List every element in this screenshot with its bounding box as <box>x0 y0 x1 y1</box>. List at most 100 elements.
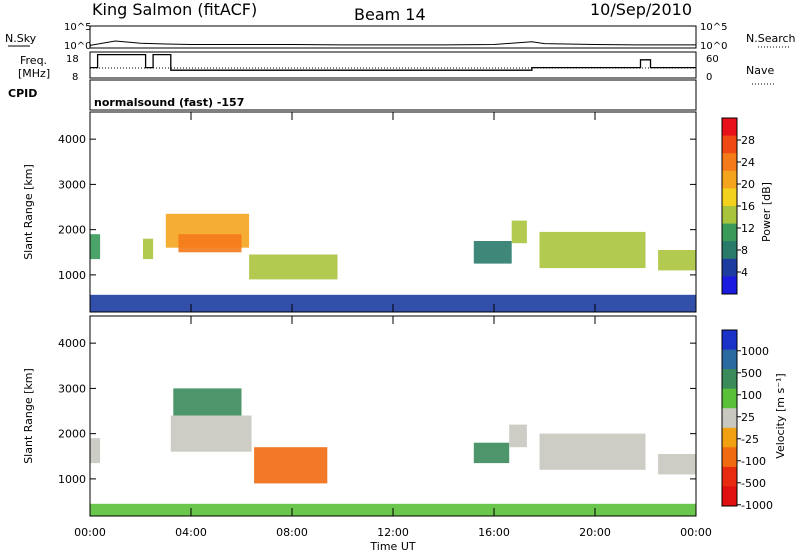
heatmap-cell <box>539 433 646 470</box>
heatmap-cell <box>658 250 696 271</box>
colorbar-swatch <box>722 223 737 242</box>
time-axis-ticks: 00:00 04:00 08:00 12:00 16:00 20:00 00:00 <box>74 112 712 539</box>
cpid-label: CPID <box>8 87 37 100</box>
power-ylabel: Slant Range [km] <box>22 164 35 260</box>
x-tick-label: 08:00 <box>276 526 308 539</box>
power-panel-frame <box>89 111 697 313</box>
colorbar-swatch <box>722 135 737 154</box>
freq-panel-frame <box>89 51 697 79</box>
heatmap-cell <box>509 424 527 448</box>
freq-tick-low: 8 <box>72 72 78 83</box>
colorbar-tick-label: -100 <box>741 455 766 468</box>
colorbar-swatch <box>722 408 737 429</box>
frequency-series-line <box>90 53 696 71</box>
nave-label: Nave <box>746 64 774 77</box>
heatmap-cell <box>178 234 242 253</box>
noise-tick-high-left: 10^5 <box>64 22 91 33</box>
y-tick-label: 4000 <box>58 133 86 146</box>
colorbar-swatch <box>722 369 737 390</box>
velocity-colorbar-label: Velocity [m s⁻¹] <box>774 373 787 458</box>
colorbar-tick-label: 25 <box>741 411 755 424</box>
heatmap-cell <box>170 415 252 452</box>
y-tick-label: 1000 <box>58 473 86 486</box>
freq-tick-high: 18 <box>66 54 79 65</box>
noise-series-line <box>89 40 696 46</box>
heatmap-cell <box>90 438 101 464</box>
heatmap-cell <box>143 238 154 260</box>
nave-tick-high: 60 <box>706 54 719 65</box>
x-tick-label: 12:00 <box>377 526 409 539</box>
cpid-panel-frame <box>89 79 697 111</box>
colorbar-tick-label: 4 <box>741 266 748 279</box>
x-tick-label: 00:00 <box>74 526 106 539</box>
colorbar-swatch <box>722 447 737 468</box>
colorbar-tick-label: 12 <box>741 222 755 235</box>
power-colorbar-label: Power [dB] <box>760 182 773 242</box>
freq-label-line1: Freq. <box>20 54 47 67</box>
heatmap-cell <box>539 231 646 269</box>
heatmap-cell <box>511 220 527 244</box>
colorbar-tick-label: -500 <box>741 477 766 490</box>
colorbar-swatch <box>722 466 737 487</box>
colorbar-swatch <box>722 170 737 189</box>
heatmap-cell <box>254 447 328 484</box>
velocity-heatmap <box>90 388 696 516</box>
heatmap-cell <box>473 442 510 464</box>
y-tick-label: 4000 <box>58 337 86 350</box>
heatmap-cell <box>249 254 338 280</box>
cpid-value: normalsound (fast) -157 <box>94 96 244 109</box>
x-tick-label: 00:00 <box>680 526 712 539</box>
nsearch-label: N.Search <box>746 32 796 45</box>
velocity-colorbar: 1000 500 100 25 -25 -100 -500 -1000 <box>721 329 773 512</box>
colorbar-swatch <box>722 188 737 207</box>
heatmap-cell <box>658 454 696 475</box>
colorbar-tick-label: 20 <box>741 178 755 191</box>
y-tick-label: 1000 <box>58 269 86 282</box>
colorbar-tick-label: 100 <box>741 389 762 402</box>
colorbar-swatch <box>722 486 737 507</box>
colorbar-swatch <box>722 118 737 137</box>
colorbar-swatch <box>722 388 737 409</box>
colorbar-tick-label: 500 <box>741 367 762 380</box>
y-tick-label: 2000 <box>58 428 86 441</box>
heatmap-cell <box>90 294 696 312</box>
nsky-label: N.Sky <box>5 32 37 45</box>
colorbar-tick-label: -25 <box>741 433 759 446</box>
y-tick-label: 3000 <box>58 382 86 395</box>
heatmap-cell <box>473 241 512 264</box>
colorbar-tick-label: -1000 <box>741 499 773 512</box>
heatmap-cell <box>90 234 101 260</box>
velocity-y-ticks: 4000 3000 2000 1000 <box>58 337 696 486</box>
time-axis-label: Time UT <box>369 540 415 553</box>
colorbar-swatch <box>722 206 737 225</box>
colorbar-swatch <box>722 258 737 277</box>
colorbar-swatch <box>722 153 737 172</box>
y-tick-label: 3000 <box>58 178 86 191</box>
colorbar-tick-label: 28 <box>741 134 755 147</box>
noise-panel-frame <box>89 25 697 49</box>
power-colorbar: 28 24 20 16 12 8 4 <box>721 117 755 295</box>
colorbar-swatch <box>722 276 737 295</box>
noise-tick-low-left: 10^0 <box>64 41 91 52</box>
freq-label-line2: [MHz] <box>18 67 50 80</box>
y-tick-label: 2000 <box>58 224 86 237</box>
colorbar-tick-label: 16 <box>741 200 755 213</box>
colorbar-swatch <box>722 349 737 370</box>
x-tick-label: 20:00 <box>579 526 611 539</box>
colorbar-swatch <box>722 427 737 448</box>
beam-title: Beam 14 <box>354 5 426 24</box>
date-title: 10/Sep/2010 <box>590 0 692 19</box>
colorbar-tick-label: 1000 <box>741 345 769 358</box>
nave-tick-low: 0 <box>706 72 712 83</box>
velocity-ylabel: Slant Range [km] <box>22 368 35 464</box>
power-y-ticks: 4000 3000 2000 1000 <box>58 133 696 282</box>
x-tick-label: 04:00 <box>175 526 207 539</box>
colorbar-frame <box>721 329 738 507</box>
colorbar-tick-label: 8 <box>741 244 748 257</box>
x-tick-label: 16:00 <box>478 526 510 539</box>
colorbar-swatch <box>722 330 737 351</box>
colorbar-tick-label: 24 <box>741 156 755 169</box>
noise-tick-low-right: 10^0 <box>700 41 727 52</box>
station-title: King Salmon (fitACF) <box>92 0 257 19</box>
